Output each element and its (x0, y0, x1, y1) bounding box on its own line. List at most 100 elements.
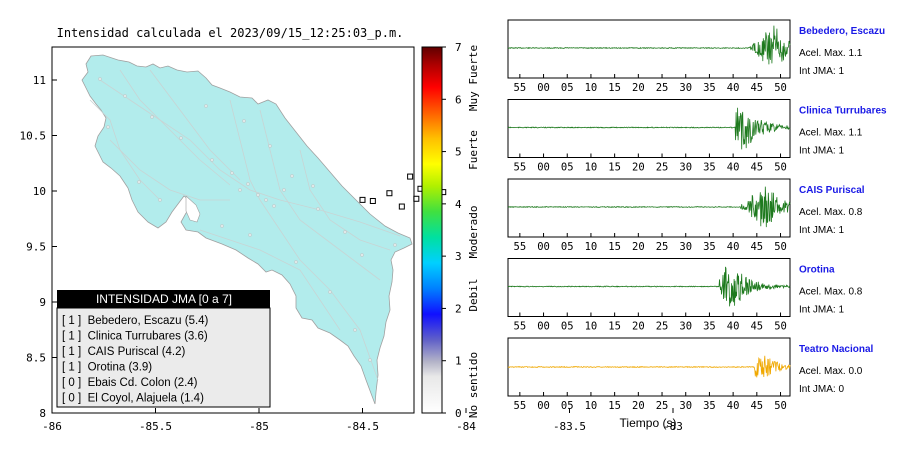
legend-item: [ 0 ] Ebais Cd. Colon (2.4) (62, 377, 198, 389)
waveform-panel: 55 00 05 10 15 20 25 30 35 40 45 50 Orotina Acel. Max… (507, 258, 863, 333)
jma-intensity: Int JMA: 0 (799, 384, 844, 395)
waveform-trace (507, 266, 791, 307)
waveform-x-tick-label: 45 (750, 82, 763, 94)
waveform-x-tick-label: 55 (514, 241, 527, 253)
peak-acceleration: Acel. Max. 0.0 (799, 366, 863, 377)
station-name: CAIS Puriscal (799, 185, 865, 196)
waveform-x-tick-label: 10 (585, 241, 598, 253)
waveform-x-tick-label: 40 (727, 162, 740, 174)
waveform-panel: 55 00 05 10 15 20 25 30 35 40 45 50 Teatro Nacional A… (507, 337, 873, 412)
legend-item: [ 1 ] CAIS Puriscal (4.2) (62, 346, 186, 358)
waveform-x-tick-label: 50 (774, 241, 787, 253)
legend-title: INTENSIDAD JMA [0 a 7] (96, 292, 232, 306)
waveform-x-tick-label: 20 (632, 321, 645, 333)
legend-item: [ 1 ] Bebedero, Escazu (5.4) (62, 315, 209, 327)
colorbar-tick-label: 0 (455, 407, 462, 420)
waveform-x-tick-label: 45 (750, 321, 763, 333)
waveform-x-tick-label: 35 (703, 162, 716, 174)
map-x-tick-label: -86 (42, 420, 62, 433)
waveform-x-tick-label: 05 (561, 162, 574, 174)
station-marker (398, 203, 405, 210)
map-x-tick-label: -84 (456, 420, 476, 433)
waveform-x-tick-label: 00 (537, 321, 550, 333)
waveform-x-tick-label: 10 (585, 162, 598, 174)
jma-intensity: Int JMA: 1 (799, 305, 844, 316)
waveform-trace (507, 355, 791, 378)
waveform-frame (507, 178, 791, 238)
colorbar-tick-label: 4 (455, 198, 462, 211)
colorbar-tick-label: 6 (455, 93, 462, 106)
map-y-tick-label: 11 (33, 74, 46, 87)
map-y-tick-label: 8.5 (26, 352, 46, 365)
colorbar-tick-label: 7 (455, 41, 462, 54)
waveform-x-tick-label: 25 (656, 321, 669, 333)
map-y-tick-label: 9 (39, 296, 46, 309)
waveform-x-tick-label: 50 (774, 162, 787, 174)
waveform-x-tick-label: 10 (585, 321, 598, 333)
map-x-tick-label: -85 (249, 420, 269, 433)
map-x-tick-label: -84.5 (346, 420, 379, 433)
map-y-axis: 11 10.5 10 9.5 9 8.5 8 (20, 74, 57, 420)
station-marker (359, 196, 366, 203)
waveform-trace (508, 107, 791, 150)
colorbar-tick-label: 3 (455, 250, 462, 263)
intensity-colorbar: 7 6 5 4 3 2 1 0 Muy Fuerte Fuerte Moderado Debil No… (421, 41, 480, 420)
legend-items: [ 1 ] Bebedero, Escazu (5.4) [ 1 ] Clinic… (62, 315, 209, 405)
peak-acceleration: Acel. Max. 1.1 (799, 48, 863, 59)
waveform-x-tick-label: 25 (656, 241, 669, 253)
waveform-x-tick-label: 20 (632, 82, 645, 94)
waveform-x-tick-label: 40 (727, 82, 740, 94)
waveform-x-tick-label: 30 (679, 241, 692, 253)
waveform-x-tick-label: 25 (656, 82, 669, 94)
jma-intensity: Int JMA: 1 (799, 146, 844, 157)
waveform-x-tick-label: 05 (561, 321, 574, 333)
waveform-x-tick-label: 05 (561, 241, 574, 253)
jma-intensity: Int JMA: 1 (799, 225, 844, 236)
waveform-panels: 55 00 05 10 15 20 25 30 35 40 45 50 Bebedero, Escazu… (507, 19, 887, 412)
road-network (89, 69, 401, 381)
legend-item: [ 1 ] Orotina (3.9) (62, 362, 152, 374)
waveform-x-tick-label: 40 (727, 400, 740, 412)
waveform-x-tick-label: 15 (608, 241, 621, 253)
waveform-x-tick-label: 50 (774, 400, 787, 412)
waveform-x-tick-label: 55 (514, 400, 527, 412)
station-marker (369, 197, 376, 204)
waveform-x-tick-label: 40 (727, 321, 740, 333)
waveform-x-tick-label: 35 (703, 400, 716, 412)
legend-item: [ 0 ] El Coyol, Alajuela (1.4) (62, 393, 204, 405)
waveform-x-tick-label: 30 (679, 162, 692, 174)
station-marker (413, 195, 420, 202)
waveform-x-tick-label: 10 (585, 400, 598, 412)
costa-rica-landmass (81, 54, 413, 405)
waveform-x-tick-label: 30 (679, 400, 692, 412)
waveform-panel: 55 00 05 10 15 20 25 30 35 40 45 50 Bebedero, Escazu… (507, 19, 885, 94)
station-name: Clinica Turrubares (799, 106, 887, 117)
legend-item: [ 1 ] Clinica Turrubares (3.6) (62, 331, 208, 343)
waveform-x-tick-label: 30 (679, 321, 692, 333)
colorbar-tick-label: 5 (455, 146, 462, 159)
waveform-x-tick-label: 15 (608, 321, 621, 333)
colorbar-category-labels: Muy Fuerte Fuerte Moderado Debil No sentido (467, 45, 480, 418)
waveform-x-tick-label: 55 (514, 82, 527, 94)
station-marker (386, 190, 393, 197)
colorbar-category-label: Debil (467, 278, 480, 311)
legend-header-background (57, 290, 270, 308)
waveform-x-tick-label: 20 (632, 241, 645, 253)
waveform-frame (507, 19, 791, 79)
waveform-x-tick-label: 05 (561, 400, 574, 412)
waveform-x-tick-label: 00 (537, 82, 550, 94)
waveform-x-tick-label: 25 (656, 162, 669, 174)
map-y-tick-label: 10 (33, 185, 46, 198)
station-marker (407, 173, 414, 180)
station-name: Orotina (799, 265, 835, 276)
map-y-tick-label: 9.5 (26, 241, 46, 254)
waveform-x-tick-label: 35 (703, 82, 716, 94)
waveform-x-tick-label: 30 (679, 82, 692, 94)
waveform-x-tick-label: 55 (514, 321, 527, 333)
colorbar-category-label: Muy Fuerte (467, 45, 480, 111)
colorbar-category-label: No sentido (467, 352, 480, 418)
waveform-x-tick-label: 45 (750, 400, 763, 412)
waveform-x-tick-label: 15 (608, 162, 621, 174)
waveform-x-tick-label: 50 (774, 321, 787, 333)
